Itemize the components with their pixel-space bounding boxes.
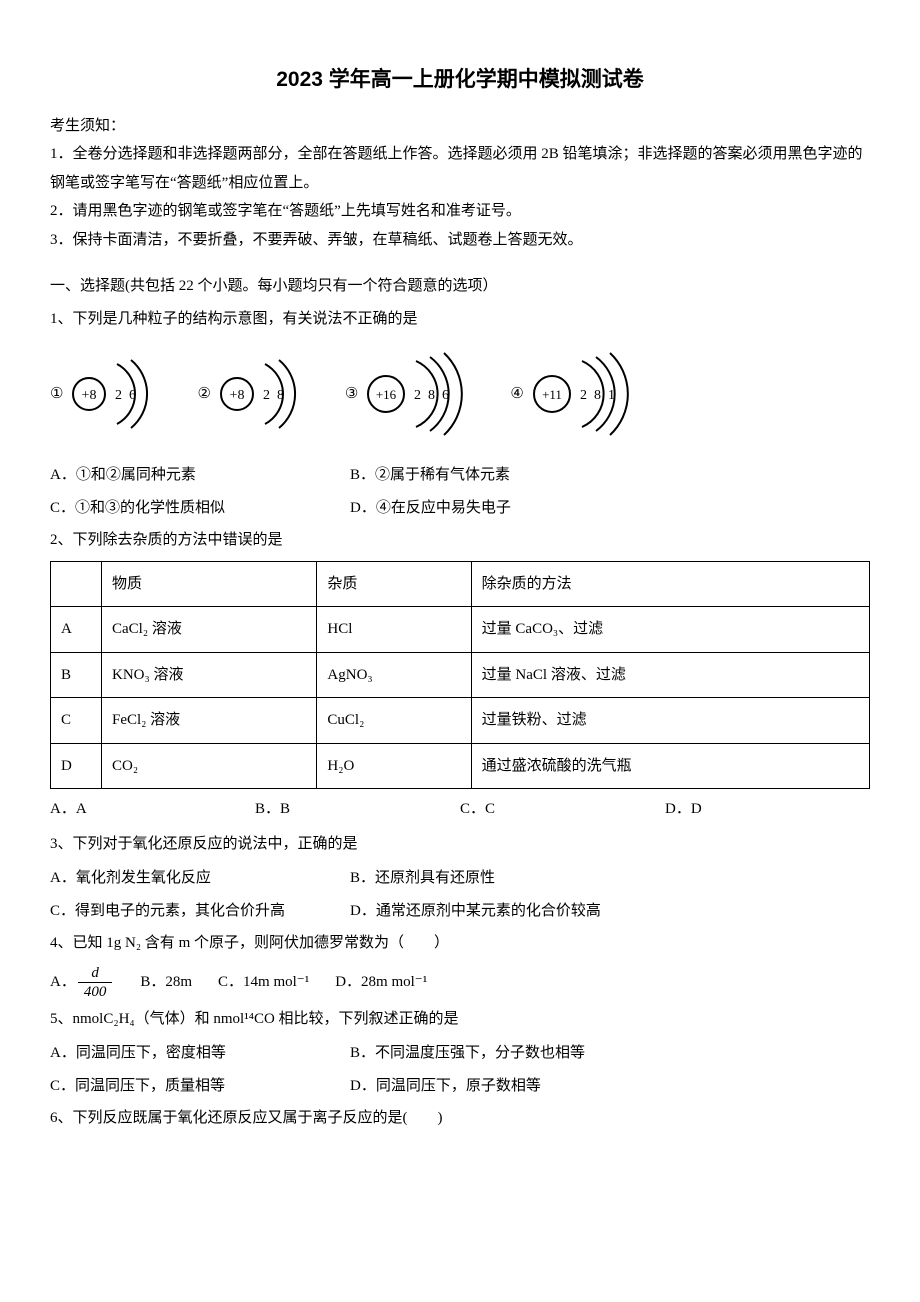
table-row: B KNO₃ 溶液 AgNO₃ 过量 NaCl 溶液、过滤 (51, 652, 870, 698)
q1-options-row2: C．①和③的化学性质相似 D．④在反应中易失电子 (50, 494, 870, 523)
diagram-number: ② (197, 380, 210, 409)
option-c: C．得到电子的元素，其化合价升高 (50, 897, 350, 926)
q6-stem: 6、下列反应既属于氧化还原反应又属于离子反应的是( ) (50, 1104, 870, 1133)
option-c: C．同温同压下，质量相等 (50, 1072, 350, 1101)
atom-diagram-1: ① +8 2 6 (50, 356, 153, 432)
option-a: A．A (50, 795, 255, 824)
row-label: B (51, 652, 102, 698)
option-c: C．①和③的化学性质相似 (50, 494, 350, 523)
option-c: C．14m mol⁻¹ (218, 968, 309, 997)
option-b: B．还原剂具有还原性 (350, 864, 870, 893)
cell-method: 过量 CaCO₃、过滤 (471, 607, 869, 653)
option-a: A．①和②属同种元素 (50, 461, 350, 490)
table-row: A CaCl₂ 溶液 HCl 过量 CaCO₃、过滤 (51, 607, 870, 653)
q5-options-row2: C．同温同压下，质量相等 D．同温同压下，原子数相等 (50, 1072, 870, 1101)
fraction-denominator: 400 (78, 983, 113, 1001)
svg-text:8: 8 (277, 388, 284, 403)
fraction-numerator: d (78, 964, 113, 983)
atom-diagram-3: ③ +16 2 8 6 (345, 351, 466, 437)
option-a: A．d400 (50, 964, 114, 1001)
option-d: D．④在反应中易失电子 (350, 494, 870, 523)
q1-stem: 1、下列是几种粒子的结构示意图，有关说法不正确的是 (50, 305, 870, 334)
table-row: C FeCl₂ 溶液 CuCl₂ 过量铁粉、过滤 (51, 698, 870, 744)
notice-line: 2．请用黑色字迹的钢笔或签字笔在“答题纸”上先填写姓名和准考证号。 (50, 197, 870, 226)
q3-options-row2: C．得到电子的元素，其化合价升高 D．通常还原剂中某元素的化合价较高 (50, 897, 870, 926)
q1-options-row1: A．①和②属同种元素 B．②属于稀有气体元素 (50, 461, 870, 490)
atom-diagram-2: ② +8 2 8 (197, 356, 300, 432)
cell-substance: CaCl₂ 溶液 (102, 607, 317, 653)
row-label: D (51, 743, 102, 789)
th-substance: 物质 (102, 561, 317, 607)
cell-method: 过量 NaCl 溶液、过滤 (471, 652, 869, 698)
fraction-icon: d400 (78, 964, 113, 1001)
option-b: B．不同温度压强下，分子数也相等 (350, 1039, 870, 1068)
svg-text:2: 2 (580, 388, 587, 403)
svg-text:6: 6 (129, 388, 136, 403)
cell-substance: CO₂ (102, 743, 317, 789)
q5-stem: 5、nmolC₂H₄（气体）和 nmol¹⁴CO 相比较，下列叙述正确的是 (50, 1005, 870, 1034)
svg-text:2: 2 (414, 388, 421, 403)
cell-method: 过量铁粉、过滤 (471, 698, 869, 744)
q4-options: A．d400 B．28m C．14m mol⁻¹ D．28m mol⁻¹ (50, 964, 870, 1001)
svg-text:+11: +11 (542, 387, 562, 402)
option-b: B．B (255, 795, 460, 824)
th-blank (51, 561, 102, 607)
table-header-row: 物质 杂质 除杂质的方法 (51, 561, 870, 607)
table-row: D CO₂ H₂O 通过盛浓硫酸的洗气瓶 (51, 743, 870, 789)
q4-stem: 4、已知 1g N₂ 含有 m 个原子，则阿伏加德罗常数为（ ） (50, 929, 870, 958)
option-b: B．28m (140, 968, 192, 997)
option-d: D．D (665, 795, 870, 824)
svg-text:2: 2 (263, 388, 270, 403)
diagram-number: ① (50, 380, 63, 409)
notice-header: 考生须知： (50, 112, 870, 141)
th-impurity: 杂质 (317, 561, 471, 607)
diagram-number: ④ (510, 380, 523, 409)
q3-options-row1: A．氧化剂发生氧化反应 B．还原剂具有还原性 (50, 864, 870, 893)
th-method: 除杂质的方法 (471, 561, 869, 607)
cell-substance: FeCl₂ 溶液 (102, 698, 317, 744)
svg-text:+16: +16 (376, 387, 397, 402)
option-d: D．通常还原剂中某元素的化合价较高 (350, 897, 870, 926)
svg-text:6: 6 (442, 388, 449, 403)
option-b: B．②属于稀有气体元素 (350, 461, 870, 490)
svg-text:8: 8 (428, 388, 435, 403)
svg-text:+8: +8 (229, 388, 244, 403)
diagram-number: ③ (345, 380, 358, 409)
svg-text:+8: +8 (82, 388, 97, 403)
section-header: 一、选择题(共包括 22 个小题。每小题均只有一个符合题意的选项） (50, 272, 870, 301)
cell-impurity: CuCl₂ (317, 698, 471, 744)
option-c: C．C (460, 795, 665, 824)
option-a-prefix: A． (50, 974, 76, 990)
cell-impurity: AgNO₃ (317, 652, 471, 698)
q2-options: A．A B．B C．C D．D (50, 795, 870, 824)
atom-diagram-4: ④ +11 2 8 1 (510, 351, 631, 437)
q5-options-row1: A．同温同压下，密度相等 B．不同温度压强下，分子数也相等 (50, 1039, 870, 1068)
cell-substance: KNO₃ 溶液 (102, 652, 317, 698)
option-d: D．28m mol⁻¹ (335, 968, 427, 997)
svg-text:8: 8 (594, 388, 601, 403)
row-label: C (51, 698, 102, 744)
notice-line: 1．全卷分选择题和非选择题两部分，全部在答题纸上作答。选择题必须用 2B 铅笔填… (50, 140, 870, 197)
q1-diagrams: ① +8 2 6 ② +8 2 8 ③ +16 2 8 (50, 351, 870, 437)
page-title: 2023 学年高一上册化学期中模拟测试卷 (50, 60, 870, 100)
option-a: A．同温同压下，密度相等 (50, 1039, 350, 1068)
cell-impurity: H₂O (317, 743, 471, 789)
row-label: A (51, 607, 102, 653)
q2-stem: 2、下列除去杂质的方法中错误的是 (50, 526, 870, 555)
svg-text:2: 2 (115, 388, 122, 403)
q2-table: 物质 杂质 除杂质的方法 A CaCl₂ 溶液 HCl 过量 CaCO₃、过滤 … (50, 561, 870, 790)
notice-line: 3．保持卡面清洁，不要折叠，不要弄破、弄皱，在草稿纸、试题卷上答题无效。 (50, 226, 870, 255)
option-a: A．氧化剂发生氧化反应 (50, 864, 350, 893)
q3-stem: 3、下列对于氧化还原反应的说法中，正确的是 (50, 830, 870, 859)
cell-method: 通过盛浓硫酸的洗气瓶 (471, 743, 869, 789)
svg-text:1: 1 (608, 388, 615, 403)
exam-instructions: 考生须知： 1．全卷分选择题和非选择题两部分，全部在答题纸上作答。选择题必须用 … (50, 112, 870, 255)
cell-impurity: HCl (317, 607, 471, 653)
option-d: D．同温同压下，原子数相等 (350, 1072, 870, 1101)
